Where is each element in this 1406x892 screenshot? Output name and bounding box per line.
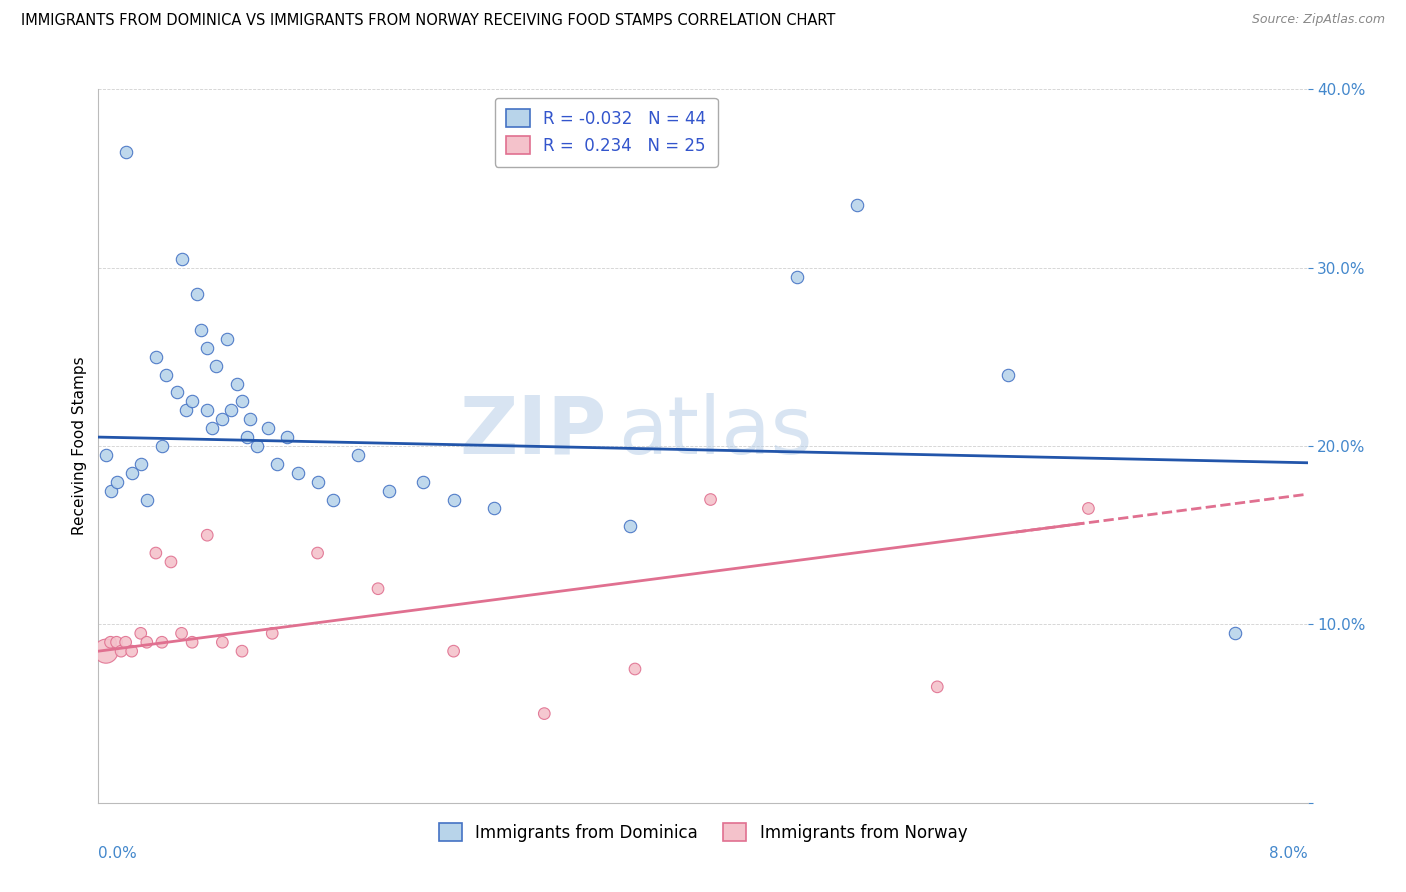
Point (231, 644, 253, 658)
Point (160, 555, 183, 569)
Point (201, 421, 224, 435)
Point (129, 626, 152, 640)
Point (231, 394, 253, 409)
Point (195, 528, 218, 542)
Point (94, 644, 117, 658)
Point (239, 412, 262, 426)
Point (114, 635, 136, 649)
Point (221, 403, 243, 417)
Point (619, 519, 641, 533)
Point (322, 492, 344, 507)
Point (211, 412, 233, 426)
Point (235, 430, 257, 444)
Point (699, 492, 721, 507)
Point (135, 492, 157, 507)
Point (443, 492, 465, 507)
Point (443, 644, 465, 658)
Point (100, 483, 122, 498)
Text: ZIP: ZIP (458, 392, 606, 471)
Point (129, 457, 152, 471)
Point (307, 546, 329, 560)
Point (94, 448, 117, 462)
Point (190, 323, 212, 337)
Point (927, 680, 949, 694)
Point (287, 466, 309, 480)
Point (846, 198, 869, 212)
Point (367, 582, 389, 596)
Point (211, 635, 233, 649)
Text: IMMIGRANTS FROM DOMINICA VS IMMIGRANTS FROM NORWAY RECEIVING FOOD STAMPS CORRELA: IMMIGRANTS FROM DOMINICA VS IMMIGRANTS F… (21, 13, 835, 29)
Text: atlas: atlas (619, 392, 813, 471)
Point (786, 269, 808, 284)
Point (150, 439, 173, 453)
Point (145, 350, 167, 364)
Point (150, 635, 173, 649)
Point (166, 385, 188, 400)
Point (1223, 626, 1246, 640)
Point (155, 368, 177, 382)
Point (624, 662, 647, 676)
Point (195, 341, 218, 355)
Point (105, 635, 128, 649)
Point (347, 448, 370, 462)
Point (377, 483, 399, 498)
Point (174, 403, 197, 417)
Text: Source: ZipAtlas.com: Source: ZipAtlas.com (1251, 13, 1385, 27)
Y-axis label: Receiving Food Stamps: Receiving Food Stamps (72, 357, 87, 535)
Text: 0.0%: 0.0% (98, 846, 138, 861)
Point (170, 626, 193, 640)
Point (145, 546, 167, 560)
Point (186, 287, 208, 301)
Text: 8.0%: 8.0% (1268, 846, 1308, 861)
Point (262, 626, 284, 640)
Point (100, 635, 122, 649)
Point (226, 376, 249, 391)
Point (276, 430, 298, 444)
Point (114, 145, 136, 159)
Point (105, 475, 128, 489)
Point (246, 439, 269, 453)
Point (412, 475, 434, 489)
Point (170, 252, 193, 266)
Point (121, 466, 143, 480)
Point (215, 332, 238, 346)
Point (266, 457, 288, 471)
Point (484, 501, 506, 516)
Point (135, 635, 157, 649)
Point (110, 644, 132, 658)
Point (533, 706, 555, 721)
Point (181, 635, 204, 649)
Point (1077, 501, 1099, 516)
Point (181, 394, 204, 409)
Point (205, 359, 228, 373)
Point (997, 368, 1019, 382)
Point (121, 644, 143, 658)
Legend: Immigrants from Dominica, Immigrants from Norway: Immigrants from Dominica, Immigrants fro… (429, 813, 977, 852)
Point (307, 475, 329, 489)
Point (256, 421, 278, 435)
Point (195, 403, 218, 417)
